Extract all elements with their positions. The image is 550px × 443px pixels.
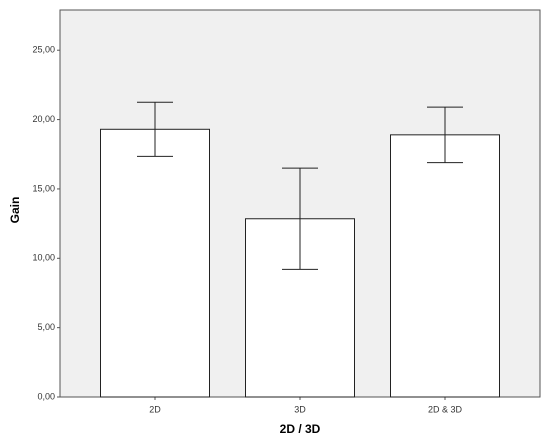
x-axis-title: 2D / 3D (280, 422, 321, 436)
y-axis-title: Gain (8, 197, 22, 224)
y-tick-label: 10,00 (32, 253, 55, 263)
x-tick-label: 2D (149, 404, 161, 414)
x-tick-label: 2D & 3D (428, 404, 463, 414)
x-tick-label: 3D (294, 404, 306, 414)
y-tick-label: 20,00 (32, 114, 55, 124)
y-tick-label: 5,00 (37, 322, 55, 332)
y-tick-label: 25,00 (32, 45, 55, 55)
error-bar (137, 101, 173, 157)
y-tick-label: 0,00 (37, 391, 55, 401)
bar (100, 128, 210, 398)
error-bar (427, 106, 463, 164)
y-tick-label: 15,00 (32, 183, 55, 193)
error-bar (282, 167, 318, 270)
bar (390, 134, 500, 398)
